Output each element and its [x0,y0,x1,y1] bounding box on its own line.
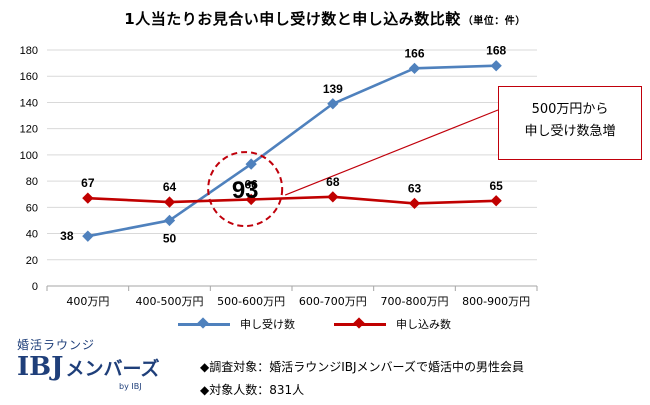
x-tick-label-3: 600-700万円 [299,295,367,308]
series-1-point-1 [163,214,176,227]
series-1-label-4: 166 [404,46,424,60]
chart-title-text: 1人当たりお見合い申し受け数と申し込み数比較 [124,10,461,28]
series-2-point-5 [490,195,502,207]
brand-by: by IBJ [119,382,142,391]
series-2-label-0: 67 [81,176,95,190]
callout-box: 500万円から 申し受け数急増 [498,86,642,160]
y-tick-label-4: 80 [26,176,38,188]
legend-swatch-1 [178,317,230,329]
series-2-point-3 [327,191,339,203]
legend-swatch-2 [334,317,386,329]
brand-logo-kana: メンバーズ [65,358,160,380]
series-2-label-3: 68 [326,175,340,189]
legend-label-2: 申し込み数 [396,318,451,331]
series-1-point-0 [82,230,94,242]
y-tick-label-0: 0 [32,281,38,293]
series-2-point-4 [408,197,421,210]
x-tick-label-2: 500-600万円 [217,295,285,308]
series-1-point-4 [408,62,421,75]
chart-title: 1人当たりお見合い申し受け数と申し込み数比較 （単位：件） [0,8,650,29]
y-tick-label-5: 100 [20,150,38,162]
series-1-point-5 [490,60,502,72]
x-tick-label-0: 400万円 [66,295,109,308]
series-2-point-2 [245,193,257,206]
callout-line-2: 申し受け数急増 [524,124,616,139]
brand-subtitle: 婚活ラウンジ [17,338,96,352]
callout-connector [284,109,499,196]
survey-notes: ◆調査対象：婚活ラウンジIBJメンバーズで婚活中の男性会員 ◆対象人数：831人 [200,356,524,402]
highlight-value-label: 93 [232,177,259,204]
legend-label-1: 申し受け数 [240,318,295,331]
series-line-2 [87,195,497,205]
unit-note: （単位：件） [462,16,526,27]
note-target: ◆調査対象：婚活ラウンジIBJメンバーズで婚活中の男性会員 [200,360,524,374]
brand-logo: 婚活ラウンジ IBJ メンバーズ by IBJ [17,336,177,404]
y-tick-label-9: 180 [20,45,38,57]
y-tick-label-6: 120 [20,124,38,136]
x-tick-label-1: 400-500万円 [136,295,204,308]
x-tick-label-5: 800-900万円 [462,295,530,308]
y-tick-label-1: 20 [26,255,38,267]
series-line-1 [87,64,497,238]
x-tick-label-4: 700-800万円 [381,295,449,308]
highlight-circle [207,151,284,228]
series-1-point-2 [245,158,257,170]
series-2-label-1: 64 [163,180,177,194]
series-1-label-5: 168 [486,44,506,58]
callout-line-1: 500万円から [531,102,609,117]
brand-name: IBJ メンバーズ [17,353,177,383]
y-tick-label-2: 40 [26,229,38,241]
series-2-label-4: 63 [408,181,422,195]
series-2-point-1 [163,196,176,208]
series-1-label-3: 139 [323,82,343,96]
series-1-label-0: 38 [60,229,74,243]
legend-item-1: 申し受け数 [178,316,295,332]
series-2-label-5: 65 [489,179,503,193]
y-tick-label-7: 140 [20,97,38,109]
legend-item-2: 申し込み数 [334,316,451,332]
note-count: ◆対象人数：831人 [200,383,305,397]
series-2-label-2: 66 [244,177,258,191]
y-tick-label-3: 60 [26,202,38,214]
brand-logo-text: IBJ [17,352,64,382]
series-2-point-0 [82,192,94,204]
y-tick-label-8: 160 [20,71,38,83]
series-1-label-1: 50 [163,231,177,245]
